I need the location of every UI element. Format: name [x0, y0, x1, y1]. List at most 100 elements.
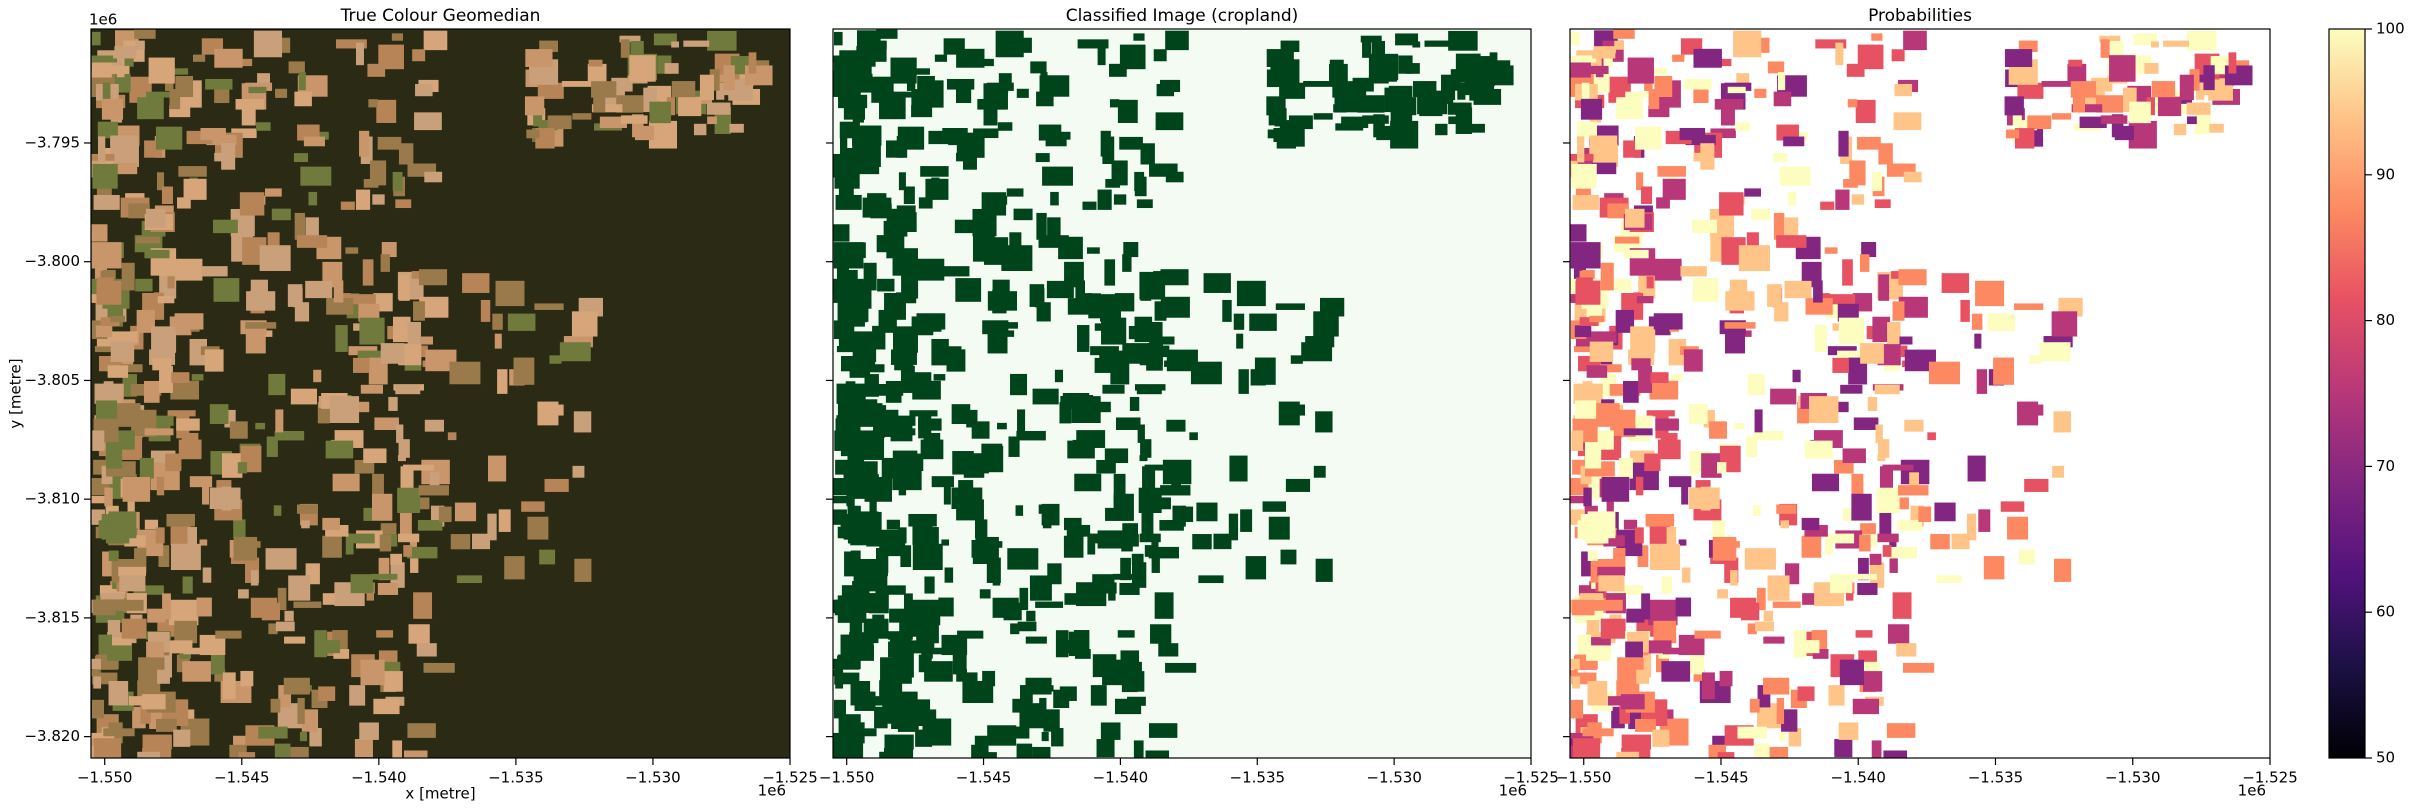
- image-patch: [1858, 650, 1877, 663]
- image-patch: [1877, 455, 1886, 462]
- image-patch: [1039, 697, 1047, 725]
- image-patch: [1835, 189, 1850, 210]
- image-patch: [1222, 299, 1232, 322]
- image-patch: [238, 752, 256, 758]
- image-patch: [398, 533, 420, 543]
- image-patch: [107, 645, 133, 661]
- image-patch: [1882, 464, 1914, 471]
- image-patch: [2163, 40, 2190, 47]
- image-patch: [1770, 388, 1797, 405]
- image-patch: [359, 722, 379, 740]
- image-patch: [239, 192, 265, 216]
- image-patch: [1303, 81, 1335, 87]
- image-patch: [127, 497, 135, 515]
- image-patch: [833, 699, 846, 719]
- image-patch: [133, 418, 143, 438]
- image-patch: [963, 453, 985, 478]
- image-patch: [1879, 466, 1894, 492]
- image-patch: [1102, 384, 1125, 394]
- x-tick-label: −1.530: [625, 769, 681, 787]
- image-patch: [1341, 116, 1369, 129]
- image-patch: [407, 546, 438, 559]
- image-patch: [1892, 592, 1912, 619]
- image-patch: [1795, 640, 1820, 654]
- image-patch: [1119, 136, 1143, 150]
- image-patch: [1489, 52, 1498, 74]
- image-patch: [91, 699, 105, 719]
- image-patch: [850, 550, 861, 562]
- image-patch: [990, 86, 1009, 94]
- image-patch: [1636, 172, 1644, 191]
- image-patch: [369, 160, 387, 186]
- image-patch: [879, 97, 906, 120]
- image-patch: [2017, 401, 2039, 426]
- image-patch: [118, 430, 135, 450]
- image-patch: [91, 658, 101, 670]
- image-patch: [1582, 728, 1614, 737]
- image-patch: [1008, 436, 1020, 457]
- image-patch: [1783, 136, 1805, 147]
- image-patch: [268, 623, 278, 635]
- image-patch: [882, 704, 893, 724]
- image-patch: [525, 49, 553, 68]
- image-patch: [836, 345, 858, 353]
- image-patch: [275, 88, 288, 98]
- image-patch: [1886, 723, 1916, 738]
- image-patch: [1575, 280, 1601, 305]
- image-patch: [1100, 303, 1121, 322]
- image-patch: [513, 357, 535, 385]
- image-patch: [1315, 411, 1333, 433]
- image-patch: [1067, 440, 1095, 459]
- image-patch: [157, 296, 175, 304]
- image-patch: [2029, 355, 2042, 364]
- image-patch: [274, 430, 305, 441]
- image-patch: [1572, 676, 1581, 689]
- image-patch: [97, 277, 114, 284]
- image-patch: [1635, 415, 1653, 426]
- image-patch: [1573, 383, 1603, 404]
- image-patch: [1966, 513, 1977, 541]
- image-patch: [146, 91, 171, 98]
- image-patch: [1861, 242, 1877, 258]
- image-patch: [840, 520, 852, 539]
- image-patch: [305, 280, 333, 299]
- image-patch: [1871, 33, 1883, 41]
- image-patch: [1233, 313, 1245, 330]
- x-tick-label: −1.550: [819, 769, 875, 787]
- image-patch: [709, 69, 720, 91]
- image-patch: [264, 188, 282, 197]
- image-patch: [1618, 457, 1633, 479]
- image-patch: [115, 599, 144, 611]
- image-patch: [971, 421, 990, 439]
- image-patch: [1095, 401, 1111, 413]
- image-patch: [1059, 686, 1077, 701]
- image-patch: [1096, 739, 1115, 758]
- image-patch: [1120, 557, 1131, 581]
- image-patch: [1612, 585, 1643, 595]
- image-patch: [1936, 575, 1962, 584]
- image-patch: [1607, 696, 1623, 706]
- image-patch: [1007, 548, 1039, 570]
- image-patch: [105, 442, 123, 469]
- image-patch: [296, 504, 318, 514]
- image-patch: [951, 404, 971, 425]
- image-patch: [1329, 63, 1348, 87]
- image-patch: [941, 634, 968, 656]
- image-patch: [137, 97, 164, 120]
- image-patch: [1240, 509, 1253, 532]
- image-patch: [852, 135, 881, 155]
- image-patch: [199, 539, 208, 546]
- image-patch: [284, 610, 294, 622]
- image-patch: [535, 128, 555, 149]
- image-patch: [1814, 325, 1828, 352]
- image-patch: [986, 82, 1014, 91]
- image-patch: [863, 262, 877, 291]
- image-patch: [290, 388, 318, 405]
- image-patch: [1875, 424, 1883, 443]
- y-tick-label: −3.810: [24, 490, 80, 508]
- image-patch: [1266, 96, 1286, 116]
- image-patch: [107, 620, 121, 634]
- image-patch: [1646, 410, 1675, 417]
- image-patch: [1754, 409, 1763, 433]
- image-patch: [1599, 364, 1622, 373]
